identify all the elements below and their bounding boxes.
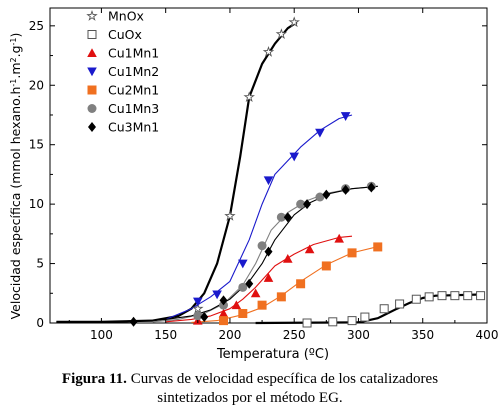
data-point-mnox — [192, 302, 204, 314]
y-tick-label: 0 — [36, 316, 44, 330]
x-tick-label: 100 — [90, 328, 113, 342]
data-point-cu3mn1 — [341, 184, 350, 195]
data-point-cu1mn3 — [315, 192, 325, 202]
legend-marker-cu2mn1 — [87, 85, 97, 95]
data-point-cu1mn2 — [289, 152, 300, 162]
data-point-cu2mn1 — [347, 248, 357, 258]
x-tick-label: 350 — [411, 328, 434, 342]
legend-label-cu1mn1: Cu1Mn1 — [108, 46, 159, 61]
data-point-cu1mn1 — [250, 288, 261, 298]
legend-marker-cu1mn1 — [87, 48, 97, 57]
data-point-cuox — [411, 294, 421, 304]
data-point-cu3mn1 — [367, 182, 376, 193]
y-tick-label: 25 — [29, 19, 44, 33]
data-point-cu3mn1 — [264, 246, 273, 257]
legend-marker-mnox — [86, 10, 98, 21]
data-point-cu1mn2 — [237, 259, 248, 269]
data-point-cu1mn3 — [276, 212, 286, 222]
legend-marker-cu3mn1 — [88, 122, 96, 132]
data-point-mnox — [288, 16, 300, 28]
data-point-cuox — [424, 292, 434, 302]
data-point-cuox — [379, 304, 389, 314]
data-point-cu1mn2 — [315, 128, 325, 138]
y-tick-label: 5 — [36, 257, 44, 271]
x-tick-label: 250 — [283, 328, 306, 342]
series-curve-mnox — [56, 21, 298, 323]
data-point-cu1mn3 — [238, 282, 248, 292]
data-point-cu1mn1 — [263, 273, 274, 282]
data-point-cu2mn1 — [238, 308, 248, 318]
caption-line-2: sintetizados por el método EG. — [157, 390, 343, 406]
data-point-cuox — [395, 299, 405, 309]
data-point-mnox — [224, 209, 236, 221]
data-point-cu1mn1 — [282, 254, 293, 263]
data-point-cu1mn2 — [193, 297, 203, 307]
data-point-cuox — [476, 291, 486, 301]
legend-label-cu3mn1: Cu3Mn1 — [108, 120, 159, 135]
data-point-cu1mn2 — [212, 290, 222, 300]
legend-label-cuox: CuOx — [108, 27, 142, 42]
data-point-cu3mn1 — [303, 199, 312, 210]
data-point-cu1mn2 — [263, 176, 274, 186]
data-point-cu1mn1 — [231, 300, 242, 310]
caption-label: Figura 11. — [61, 371, 127, 387]
data-point-cu1mn3 — [257, 241, 267, 251]
data-point-cu2mn1 — [321, 261, 331, 271]
data-point-cuox — [437, 291, 447, 301]
data-point-cuox — [463, 291, 473, 301]
y-tick-label: 15 — [29, 138, 44, 152]
data-point-cuox — [450, 291, 460, 301]
data-point-cuox — [347, 316, 357, 326]
y-axis-label: Velocidad específica (mmol hexano.h-1.m2… — [8, 33, 23, 320]
data-point-mnox — [275, 28, 288, 40]
figure-caption: Figura 11. Curvas de velocidad específic… — [0, 370, 500, 408]
data-point-cu2mn1 — [296, 279, 306, 289]
series-curve-cu3mn1 — [56, 185, 378, 323]
data-point-mnox — [262, 46, 275, 57]
data-point-mnox — [243, 91, 255, 103]
data-point-cu1mn3 — [296, 199, 306, 209]
series-curve-cu1mn2 — [165, 114, 353, 320]
data-point-cu1mn1 — [334, 233, 344, 243]
data-point-cu2mn1 — [373, 242, 383, 252]
chart: 100 150 200 250 300 350 400 0 5 10 15 20 25 MnOx CuOx… — [8, 7, 499, 362]
data-point-cu2mn1 — [257, 300, 267, 310]
caption-line-1: Curvas de velocidad específica de los ca… — [126, 371, 439, 387]
x-tick-label: 150 — [154, 328, 177, 342]
legend-label-cu1mn3: Cu1Mn3 — [108, 101, 159, 116]
legend-label-cu2mn1: Cu2Mn1 — [108, 83, 159, 98]
legend-marker-cu1mn3 — [87, 104, 97, 113]
data-point-cuox — [302, 318, 312, 328]
x-axis-label: Temperatura (ºC) — [216, 347, 329, 362]
legend-label-mnox: MnOx — [108, 9, 144, 24]
data-point-cu3mn1 — [283, 212, 292, 223]
data-point-cu1mn2 — [340, 112, 351, 121]
data-point-cuox — [360, 312, 370, 322]
y-tick-label: 10 — [29, 197, 44, 211]
x-tick-label: 400 — [476, 328, 499, 342]
data-point-cu2mn1 — [276, 292, 286, 302]
legend-marker-cuox — [87, 30, 97, 39]
data-point-cu1mn3 — [193, 311, 203, 321]
data-point-cuox — [328, 317, 338, 327]
x-tick-label: 300 — [347, 328, 370, 342]
data-point-cu3mn1 — [200, 312, 209, 323]
x-tick-label: 200 — [218, 328, 241, 342]
data-point-cu1mn1 — [218, 308, 229, 318]
data-point-cu1mn1 — [304, 244, 315, 254]
data-point-cu3mn1 — [322, 189, 331, 200]
data-point-cu3mn1 — [219, 295, 228, 306]
legend-label-cu1mn2: Cu1Mn2 — [108, 64, 159, 79]
legend-marker-cu1mn2 — [87, 67, 97, 77]
data-point-cu3mn1 — [245, 278, 254, 289]
data-point-cu2mn1 — [219, 316, 229, 326]
y-tick-label: 20 — [29, 78, 44, 92]
